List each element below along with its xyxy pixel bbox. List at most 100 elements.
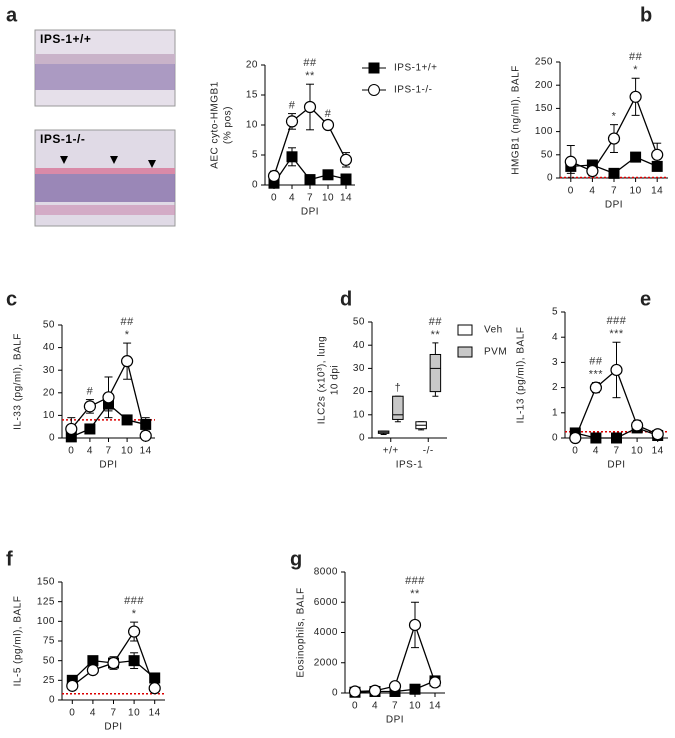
x-axis-label: DPI — [104, 722, 122, 733]
annotation: * — [633, 64, 638, 76]
x-tick-label: 0 — [352, 701, 358, 712]
square-marker — [121, 414, 133, 426]
circle-marker — [303, 100, 317, 114]
tissue — [35, 172, 175, 202]
y-axis-label: IL-13 (pg/ml), BALF — [516, 327, 527, 424]
panel: c 0 10 20 30 40 50 0 4 7 10 14 DPI IL-33 (pg/ml), BAL… — [6, 288, 155, 471]
circle-marker — [586, 164, 599, 178]
x-tick-label: 10 — [409, 701, 421, 712]
circle-marker — [339, 153, 353, 166]
x-tick-label: 14 — [429, 701, 441, 712]
panel: a 0 5 10 15 20 0 4 7 10 14 DPI AEC cyto-HMGB1 (% pos)… — [6, 4, 437, 217]
annotation: # — [325, 108, 332, 120]
y-axis-label: (% pos) — [223, 106, 234, 144]
legend-label: IPS-1-/- — [394, 85, 432, 96]
annotation: # — [289, 100, 296, 112]
legend-label: PVM — [484, 347, 507, 358]
y-axis-label: ILC2s (x10³), lung — [317, 336, 328, 424]
circle-marker — [607, 132, 621, 145]
annotation: * — [612, 111, 617, 123]
micrograph-top: IPS-1+/+ — [34, 29, 176, 107]
x-tick-label: 10 — [128, 708, 140, 719]
circle-marker — [139, 429, 152, 442]
x-tick-label: 0 — [69, 708, 75, 719]
circle-marker — [83, 400, 97, 413]
legend-swatch — [457, 324, 473, 336]
x-tick-label: 4 — [589, 186, 595, 197]
box-body — [429, 353, 442, 393]
square-marker — [651, 160, 663, 172]
square-marker — [340, 173, 352, 185]
panel-letter: f — [6, 548, 13, 570]
x-tick-label: 7 — [307, 193, 313, 204]
y-tick-label: 5 — [552, 307, 558, 318]
image-label: IPS-1-/- — [40, 132, 85, 146]
circle-marker — [348, 685, 362, 698]
panel: b 0 50 100 150 200 250 0 4 7 10 14 DPI HMGB1 (ng/ml),… — [511, 4, 668, 211]
x-tick-label: 10 — [121, 446, 133, 457]
x-tick-label: 10 — [630, 186, 642, 197]
x-axis-label: DPI — [605, 200, 623, 211]
square-marker — [128, 655, 140, 667]
x-tick-label: 0 — [271, 193, 277, 204]
y-axis-label: IL-33 (pg/ml), BALF — [13, 333, 24, 430]
x-tick-label: -/- — [423, 446, 434, 457]
x-tick-label: 7 — [611, 186, 617, 197]
y-tick-label: 10 — [246, 120, 258, 131]
box — [429, 342, 442, 397]
y-tick-label: 150 — [535, 103, 553, 114]
y-tick-label: 100 — [37, 616, 55, 627]
circle-marker — [408, 618, 422, 632]
x-tick-label: 14 — [149, 708, 161, 719]
y-axis-label: HMGB1 (ng/ml), BALF — [511, 65, 522, 175]
x-tick-label: 14 — [140, 446, 152, 457]
annotation: ** — [410, 588, 420, 600]
circle-marker — [630, 419, 644, 432]
legend-marker — [368, 62, 380, 74]
panel: f 0 25 50 75 100 125 150 0 4 7 10 14 DPI IL-5 (pg/ml),… — [6, 548, 165, 733]
x-axis-label: DPI — [386, 715, 404, 726]
micrograph-bottom: IPS-1-/- — [34, 129, 176, 227]
y-tick-label: 10 — [43, 410, 55, 421]
legend-swatch — [457, 346, 473, 358]
panel-letter: g — [290, 548, 303, 570]
circle-marker — [651, 428, 664, 441]
y-tick-label: 25 — [43, 675, 55, 686]
legend-label: Veh — [484, 325, 503, 336]
y-tick-label: 4 — [552, 332, 558, 343]
box-body — [392, 395, 404, 420]
y-tick-label: 10 — [353, 409, 365, 420]
circle-marker — [267, 169, 281, 183]
x-axis-label: DPI — [99, 460, 117, 471]
y-axis-label: AEC cyto-HMGB1 — [210, 81, 221, 169]
annotation: ### — [405, 575, 425, 587]
box — [392, 395, 404, 423]
x-tick-label: +/+ — [383, 446, 399, 457]
x-tick-label: 14 — [340, 193, 352, 204]
annotation: ### — [607, 315, 627, 327]
annotation: *** — [589, 368, 604, 380]
annotation: ## — [589, 355, 603, 367]
circle-marker — [66, 679, 79, 692]
y-tick-label: 3 — [552, 357, 558, 368]
y-tick-label: 0 — [547, 173, 553, 184]
panel: d 0 10 20 30 40 50 +/+ -/- IPS-1 ILC2s (x10³), lun… — [317, 288, 507, 470]
y-tick-label: 4000 — [314, 627, 338, 638]
y-tick-label: 0 — [252, 180, 258, 191]
annotation: ## — [303, 57, 317, 69]
panel-letter: b — [640, 4, 653, 26]
y-tick-label: 20 — [43, 387, 55, 398]
circle-marker — [569, 431, 582, 445]
square-marker — [84, 423, 96, 435]
square-marker — [590, 432, 602, 444]
circle-marker — [128, 625, 141, 638]
circle-marker — [285, 115, 299, 128]
y-tick-label: 0 — [332, 688, 338, 699]
circle-marker — [148, 682, 161, 695]
square-marker — [149, 672, 161, 684]
panel-letter: d — [340, 288, 353, 310]
tissue — [35, 205, 175, 215]
x-tick-label: 14 — [651, 186, 663, 197]
circle-marker — [428, 676, 442, 689]
